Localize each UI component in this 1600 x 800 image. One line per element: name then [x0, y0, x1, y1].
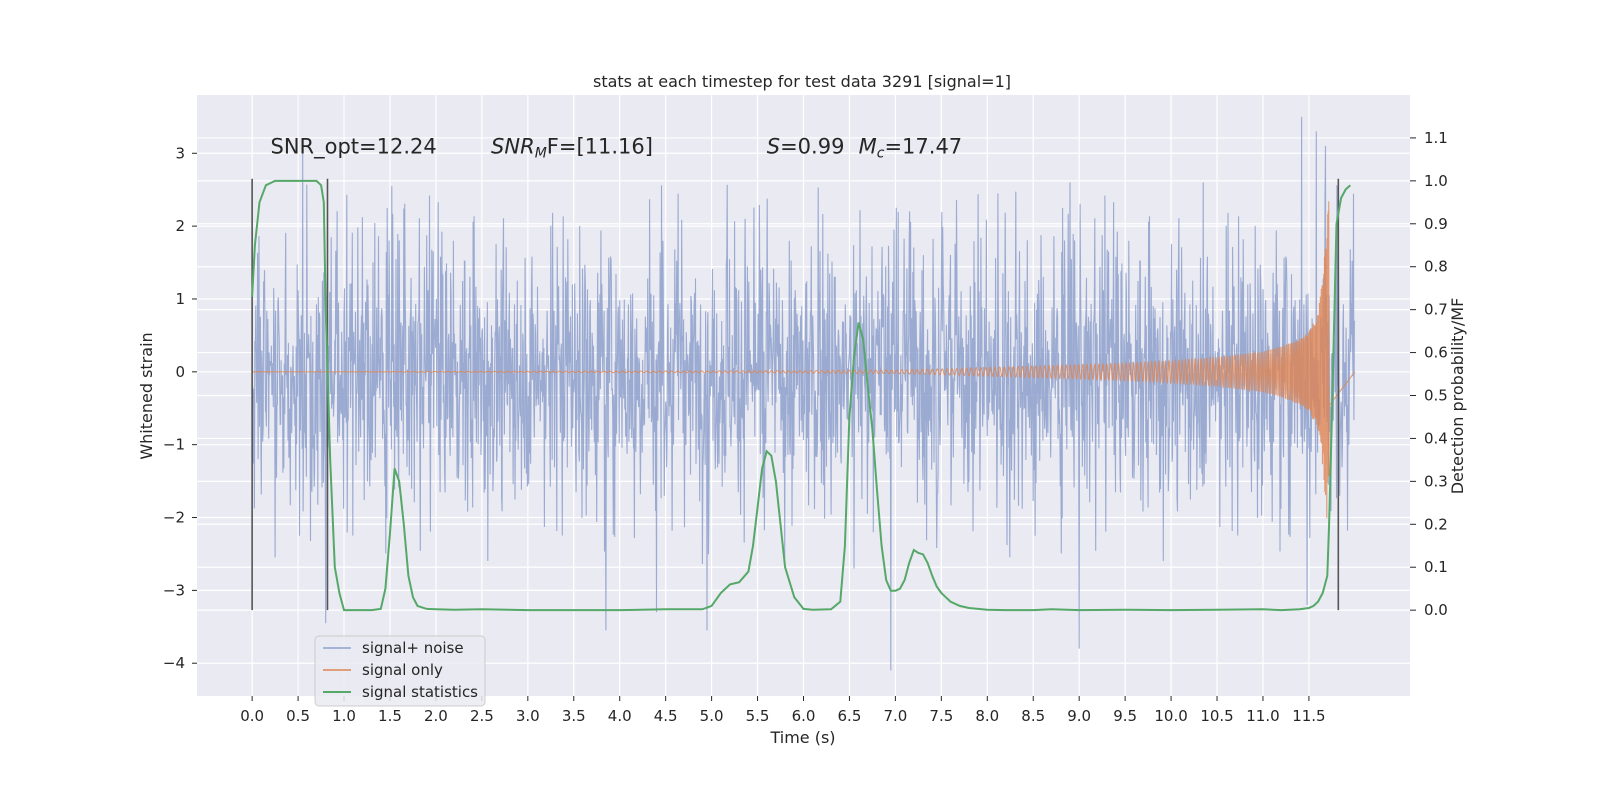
y-right-tick-label: 0.6 [1424, 344, 1448, 362]
x-tick-label: 1.5 [378, 707, 402, 725]
x-tick-label: 4.0 [608, 707, 632, 725]
chart-title: stats at each timestep for test data 329… [593, 72, 1011, 91]
y-axis-label: Whitened strain [137, 332, 156, 459]
x-tick-label: 9.0 [1067, 707, 1091, 725]
x-axis-label: Time (s) [769, 728, 835, 747]
x-tick-label: 9.5 [1113, 707, 1137, 725]
x-tick-label: 5.0 [700, 707, 724, 725]
y-right-tick-label: 0.2 [1424, 515, 1448, 533]
series-signal-statistics [251, 179, 1351, 612]
y-tick-label: 3 [175, 144, 185, 162]
y-right-tick-label: 1.0 [1424, 172, 1448, 190]
annotations: SNR_opt=12.24 SNRMF=[11.16] S=0.99 Mc=17.47 [271, 134, 963, 161]
x-tick-label: 7.0 [883, 707, 907, 725]
y-tick-label: −3 [163, 581, 185, 599]
x-tick-label: 0.5 [286, 707, 310, 725]
y-right-tick-label: 0.9 [1424, 215, 1448, 233]
x-tick-label: 11.0 [1246, 707, 1279, 725]
statistics-line [251, 179, 1351, 612]
legend-box [314, 635, 486, 707]
legend-label: signal only [362, 661, 443, 679]
annotation: SNR_opt=12.24 [271, 134, 437, 159]
x-tick-label: 10.0 [1154, 707, 1187, 725]
legend-label: signal+ noise [362, 639, 464, 657]
y-right-tick-label: 0.4 [1424, 429, 1448, 447]
y-right-tick-label: 0.5 [1424, 387, 1448, 405]
y-tick-label: −1 [163, 436, 185, 454]
x-tick-label: 3.5 [562, 707, 586, 725]
x-tick-label: 3.0 [516, 707, 540, 725]
x-tick-label: 11.5 [1292, 707, 1325, 725]
legend: signal+ noise signal only signal statistic… [314, 635, 486, 707]
series-signal-noise [251, 116, 1356, 671]
x-tick-label: 8.0 [975, 707, 999, 725]
x-tick-label: 7.5 [929, 707, 953, 725]
y-right-tick-label: 0.0 [1424, 601, 1448, 619]
x-axis-ticks: 0.0 0.5 1.0 1.5 2.0 2.5 3.0 3.5 4.0 4.5 5.0 5.5 6.0 6… [240, 696, 1326, 725]
x-tick-label: 8.5 [1021, 707, 1045, 725]
grid-lines [197, 95, 1410, 696]
legend-label: signal statistics [362, 683, 478, 701]
y-right-tick-label: 0.1 [1424, 558, 1448, 576]
x-tick-label: 5.5 [746, 707, 770, 725]
x-tick-label: 1.0 [332, 707, 356, 725]
x-tick-label: 6.0 [792, 707, 816, 725]
y-tick-label: −2 [163, 509, 185, 527]
y-tick-label: 0 [175, 363, 185, 381]
annotation: SNRMF=[11.16] [491, 134, 653, 161]
y-right-tick-label: 1.1 [1424, 129, 1448, 147]
y-right-axis-label: Detection probability/MF [1448, 298, 1467, 495]
y-tick-label: −4 [163, 654, 185, 672]
signal-line [252, 201, 1356, 519]
x-tick-label: 2.5 [470, 707, 494, 725]
annotation: S=0.99 [767, 134, 845, 158]
series-signal-only [252, 201, 1356, 519]
x-tick-label: 2.0 [424, 707, 448, 725]
y-right-tick-label: 0.8 [1424, 258, 1448, 276]
x-tick-label: 6.5 [838, 707, 862, 725]
y-right-tick-label: 0.7 [1424, 301, 1448, 319]
y-right-axis-ticks: 0.0 0.1 0.2 0.3 0.4 0.5 0.6 0.7 0.8 0.9 1.0 1.1 [1410, 129, 1448, 619]
noise-line [251, 116, 1356, 671]
y-tick-label: 2 [175, 217, 185, 235]
y-tick-label: 1 [175, 290, 185, 308]
x-tick-label: 0.0 [240, 707, 264, 725]
x-tick-label: 4.5 [654, 707, 678, 725]
y-axis-ticks: −4 −3 −2 −1 0 1 2 3 [163, 144, 197, 672]
annotation: Mc=17.47 [859, 134, 963, 161]
y-right-tick-label: 0.3 [1424, 472, 1448, 490]
x-tick-label: 10.5 [1200, 707, 1233, 725]
